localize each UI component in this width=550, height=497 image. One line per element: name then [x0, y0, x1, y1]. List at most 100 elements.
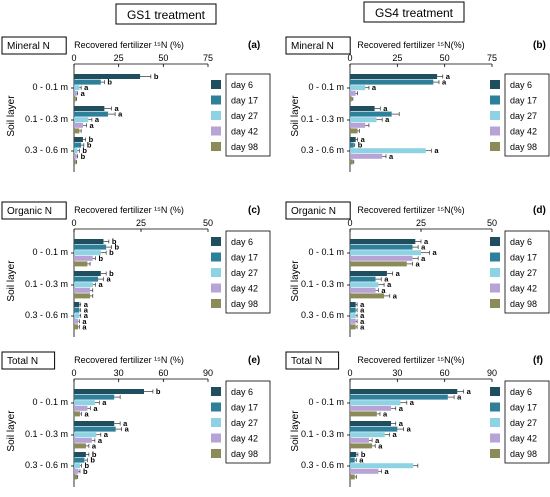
x-tick-label: 0 [347, 53, 352, 63]
category-label: 0.3 - 0.6 m [301, 310, 344, 320]
bar [350, 250, 421, 256]
significance-letter: b [84, 461, 89, 470]
bar [350, 313, 356, 319]
panel-box-label-text: Mineral N [7, 41, 50, 52]
bar [350, 432, 385, 438]
significance-letter: a [359, 456, 364, 465]
significance-letter: a [360, 322, 365, 331]
bar [74, 153, 77, 159]
bar [74, 468, 79, 474]
x-tick-label: 50 [440, 53, 450, 63]
panel-tag: (d) [533, 205, 546, 216]
legend-swatch [490, 433, 500, 443]
header-gs4: GS4 treatment [363, 1, 465, 23]
bar [74, 443, 86, 449]
legend-swatch [211, 237, 221, 246]
legend: day 6 day 17 day 27 day 42 day 98 [211, 230, 271, 314]
category-label: 0 - 0.1 m [308, 82, 344, 92]
significance-letter: a [457, 393, 462, 402]
category-label: 0.3 - 0.6 m [25, 460, 68, 470]
legend-swatch [490, 418, 500, 427]
bar [74, 474, 77, 480]
legend-label: day 6 [231, 387, 253, 397]
significance-letter: b [109, 248, 114, 257]
y-axis-label: Soil layer [290, 410, 301, 452]
bar [350, 468, 379, 474]
x-tick-label: 90 [487, 368, 497, 378]
legend-swatch [211, 252, 221, 262]
header-gs1: GS1 treatment [115, 3, 217, 25]
bar [350, 159, 353, 165]
bar [74, 79, 101, 85]
significance-letter: a [399, 419, 404, 428]
legend-swatch [211, 387, 221, 396]
panel-2: Organic N Recovered fertilizer ¹⁵N (%) (c)… [1, 201, 271, 337]
legend-label: day 42 [231, 284, 258, 294]
x-tick-label: 0 [71, 53, 76, 63]
legend-label: day 98 [510, 449, 537, 459]
panel-box-label: Organic N [285, 201, 351, 220]
bar [350, 153, 383, 159]
bar [74, 74, 141, 79]
significance-letter: b [115, 243, 120, 252]
significance-letter: a [433, 248, 438, 257]
significance-letter: b [361, 450, 366, 459]
legend-label: day 98 [510, 299, 537, 309]
legend-label: day 98 [231, 299, 258, 309]
x-axis-label: Recovered fertilizer ¹⁵N(%) [357, 40, 464, 50]
bar [74, 122, 83, 128]
legend-label: day 6 [231, 237, 253, 247]
bar [74, 159, 76, 165]
bar [350, 96, 352, 102]
legend: day 6 day 17 day 27 day 42 day 98 [211, 380, 271, 464]
bar [350, 111, 392, 117]
significance-letter: a [421, 254, 426, 263]
significance-letter: a [389, 152, 394, 161]
panel-box-label: Mineral N [1, 36, 67, 55]
bar [350, 437, 369, 443]
bar [74, 287, 91, 293]
legend-swatch [211, 142, 221, 151]
bar [350, 142, 354, 148]
legend-swatch [490, 142, 500, 151]
bar [74, 432, 97, 438]
bar [350, 318, 356, 324]
bar [74, 463, 80, 469]
bar [350, 426, 398, 432]
significance-letter: a [396, 269, 401, 278]
legend-label: day 42 [510, 434, 537, 444]
bar [350, 74, 438, 79]
x-tick-label: 0 [347, 218, 352, 228]
legend-label: day 6 [510, 237, 532, 247]
bar [74, 452, 86, 457]
bar [350, 394, 448, 400]
category-label: 0.1 - 0.3 m [25, 279, 68, 289]
significance-letter: a [84, 83, 89, 92]
legend-label: day 42 [231, 127, 258, 137]
bar [74, 142, 82, 148]
significance-letter: a [360, 306, 365, 315]
bar [74, 421, 115, 426]
bar [350, 463, 414, 469]
legend-swatch [211, 268, 221, 277]
bar [74, 261, 88, 267]
panel-box-label-text: Total N [291, 356, 322, 367]
bar [350, 389, 458, 394]
bar [350, 405, 392, 411]
bar [350, 474, 355, 480]
bar [350, 137, 356, 142]
bar [350, 85, 366, 91]
significance-letter: a [378, 441, 383, 450]
panel-3: Organic N Recovered fertilizer ¹⁵N(%) (d) 0… [285, 201, 550, 337]
significance-letter: a [421, 243, 426, 252]
bar [74, 96, 76, 102]
x-tick-label: 0 [71, 218, 76, 228]
category-label: 0.3 - 0.6 m [301, 460, 344, 470]
category-label: 0 - 0.1 m [32, 397, 68, 407]
legend-label: day 17 [510, 96, 537, 106]
bar [74, 255, 93, 261]
x-axis-label: Recovered fertilizer ¹⁵N(%) [357, 355, 464, 365]
bar [350, 261, 407, 267]
significance-letter: a [446, 72, 451, 81]
legend-swatch [490, 268, 500, 277]
